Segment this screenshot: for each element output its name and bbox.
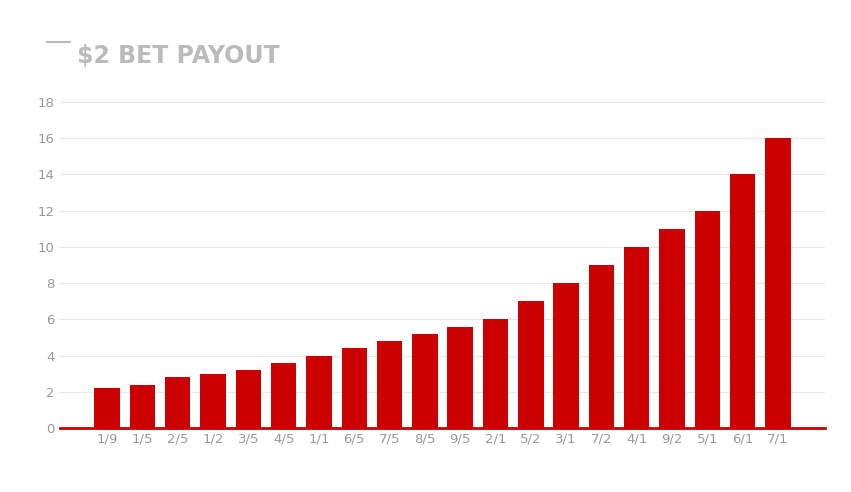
Bar xyxy=(448,327,473,428)
Bar xyxy=(694,211,720,428)
Bar xyxy=(236,370,261,428)
Bar xyxy=(624,247,649,428)
Bar xyxy=(660,229,685,428)
Bar xyxy=(483,319,508,428)
Bar xyxy=(730,174,756,428)
Bar xyxy=(165,377,191,428)
Bar xyxy=(129,385,155,428)
Bar xyxy=(377,341,403,428)
Bar xyxy=(200,373,226,428)
Bar xyxy=(553,283,579,428)
Bar xyxy=(589,265,614,428)
Bar xyxy=(412,334,437,428)
Bar xyxy=(341,348,367,428)
Bar xyxy=(518,301,544,428)
Bar xyxy=(306,356,332,428)
Bar xyxy=(765,138,791,428)
Bar xyxy=(94,388,120,428)
Bar xyxy=(271,363,296,428)
Text: $2 BET PAYOUT: $2 BET PAYOUT xyxy=(77,44,279,68)
